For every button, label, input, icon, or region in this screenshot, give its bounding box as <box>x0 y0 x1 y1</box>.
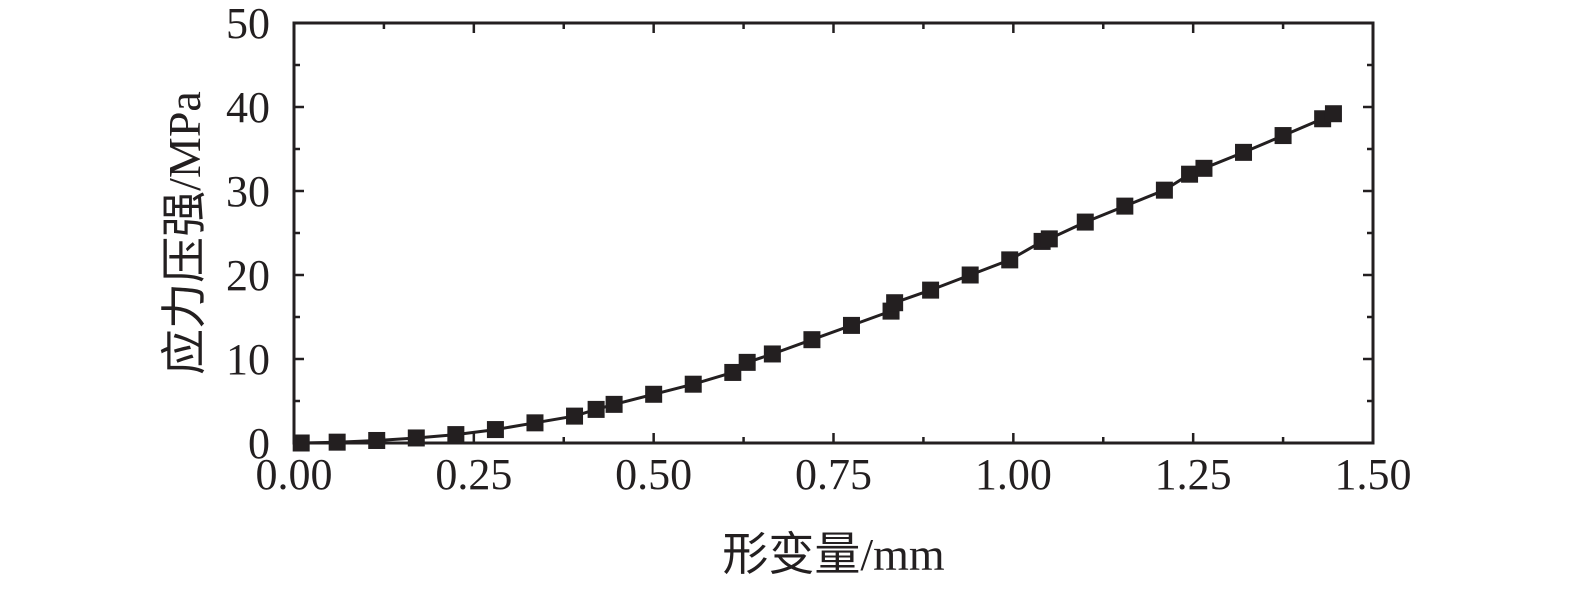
data-point <box>1324 105 1342 123</box>
y-tick-label: 50 <box>226 0 270 48</box>
x-tick-label: 0.00 <box>256 450 333 499</box>
data-point <box>1076 213 1094 231</box>
data-point <box>587 400 605 418</box>
x-tick-label: 0.50 <box>615 450 692 499</box>
plot-frame <box>292 21 1375 445</box>
y-tick-label: 20 <box>226 251 270 300</box>
data-point <box>961 266 979 284</box>
data-point <box>1155 181 1173 199</box>
data-point <box>1274 127 1292 145</box>
data-point <box>645 385 663 403</box>
data-point <box>1181 165 1199 183</box>
data-point <box>922 281 940 299</box>
y-tick-label: 10 <box>226 335 270 384</box>
y-tick-label: 30 <box>226 167 270 216</box>
data-point <box>803 331 821 349</box>
x-tick-label: 0.25 <box>435 450 512 499</box>
data-point <box>763 345 781 363</box>
x-tick-label: 1.50 <box>1335 450 1412 499</box>
y-tick-label: 0 <box>248 419 270 468</box>
data-point <box>368 431 386 449</box>
data-point <box>1040 230 1058 248</box>
x-axis-title: 形变量/mm <box>722 529 945 580</box>
data-point <box>724 363 742 381</box>
data-point <box>447 426 465 444</box>
tick-labels: 0.00 0.25 0.50 0.75 1.00 1.25 1.50 0 10 20 30 40 50 <box>226 0 1412 499</box>
x-tick-label: 1.25 <box>1155 450 1232 499</box>
data-point <box>1195 159 1213 177</box>
y-tick-label: 40 <box>226 83 270 132</box>
data-point <box>486 421 504 439</box>
data-point <box>886 294 904 312</box>
data-markers <box>292 105 1342 452</box>
series-line <box>301 112 1335 445</box>
data-point <box>605 395 623 413</box>
data-point <box>842 316 860 334</box>
data-point <box>684 375 702 393</box>
x-tick-label: 1.00 <box>975 450 1052 499</box>
data-point <box>566 407 584 425</box>
x-tick-label: 0.75 <box>795 450 872 499</box>
data-point <box>1235 143 1253 161</box>
data-point <box>1116 197 1134 215</box>
data-point <box>738 353 756 371</box>
data-point <box>1001 251 1019 269</box>
axis-ticks <box>292 21 1375 445</box>
y-axis-title: 应力压强/MPa <box>159 91 210 375</box>
data-point <box>526 414 544 432</box>
